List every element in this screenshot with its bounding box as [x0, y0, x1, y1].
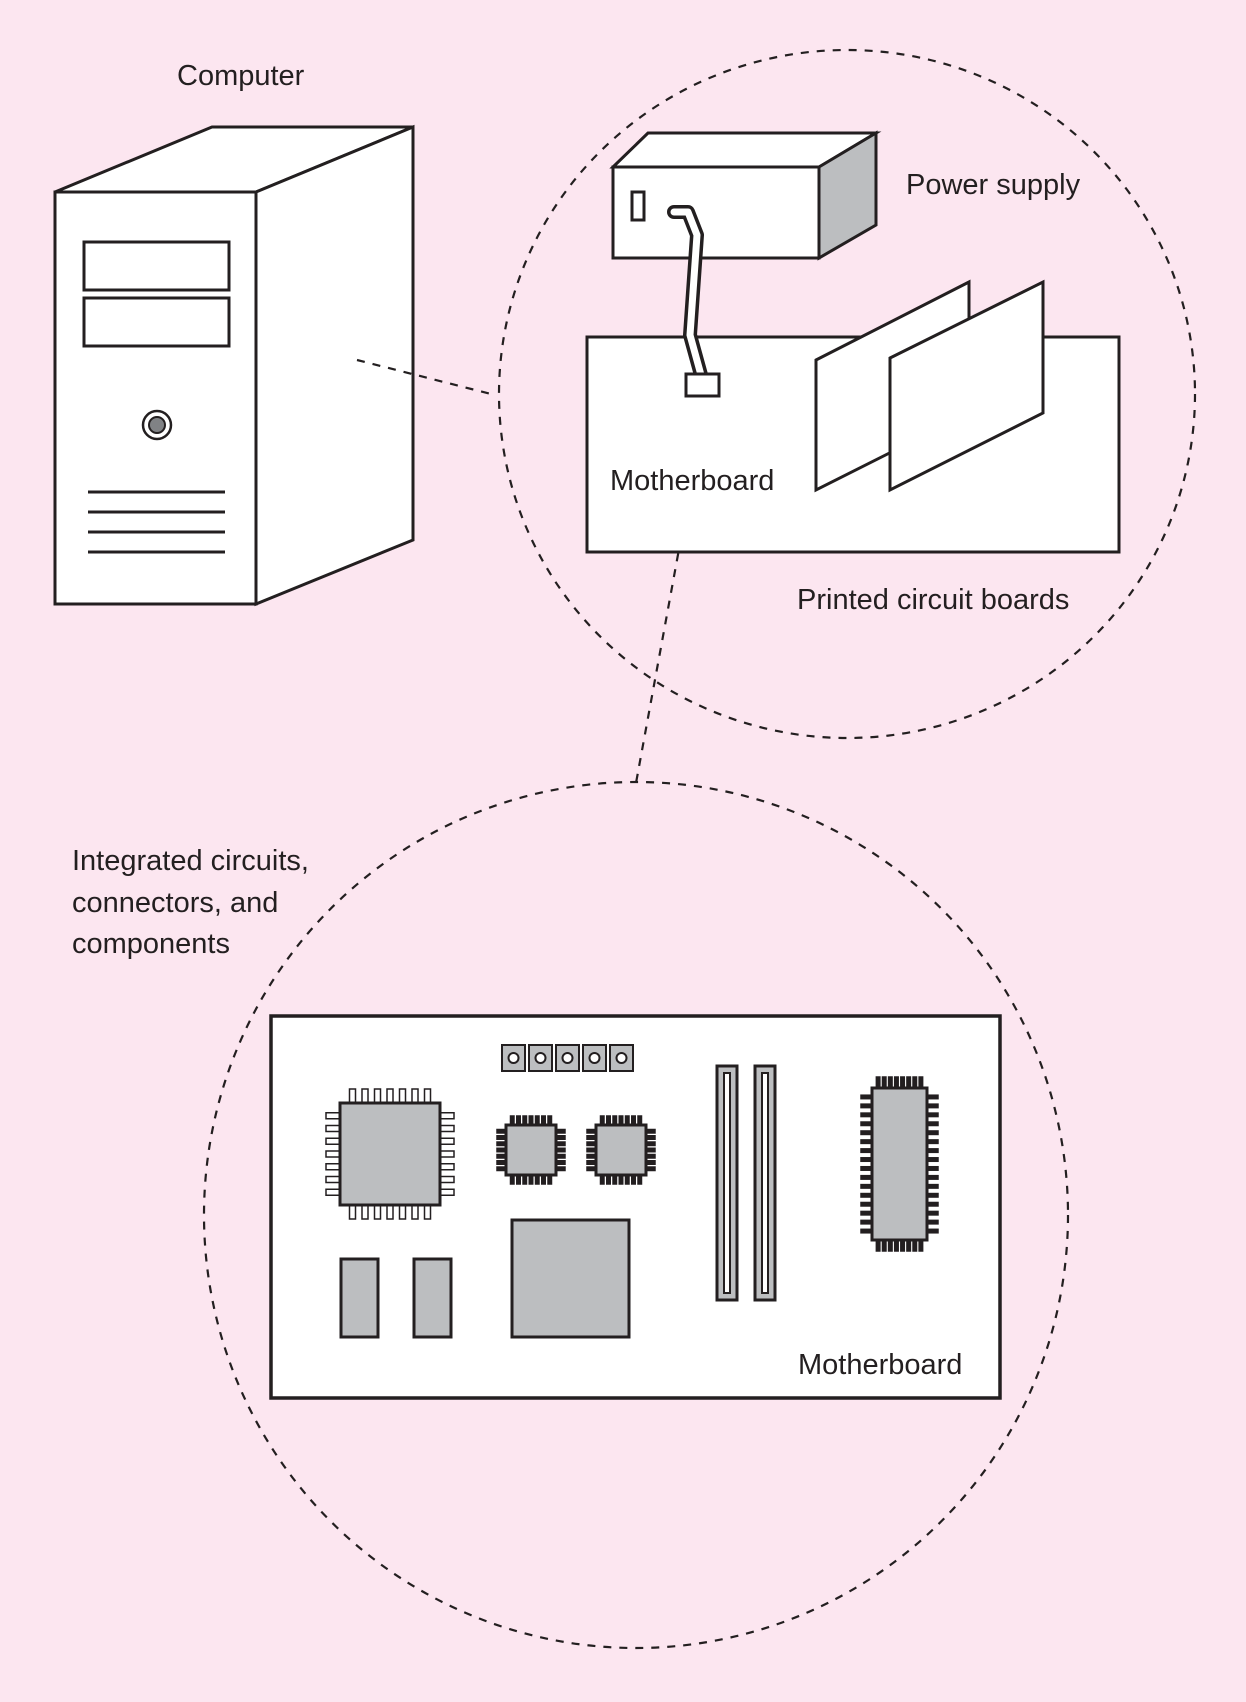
power-supply-label: Power supply — [906, 169, 1081, 201]
small-chip-2 — [586, 1115, 656, 1185]
small-chip-1 — [496, 1115, 566, 1185]
zoom-circle-upper — [497, 48, 1197, 740]
printed-circuit-boards-label: Printed circuit boards — [797, 584, 1069, 616]
component-2 — [412, 1257, 453, 1339]
large-component — [510, 1218, 631, 1339]
computer-tower — [53, 124, 415, 607]
integrated-circuits-label-line1: Integrated circuits, — [72, 845, 309, 877]
vent-lines — [88, 490, 225, 554]
leader-line-motherboard — [634, 521, 686, 784]
motherboard-label-lower: Motherboard — [798, 1349, 962, 1381]
motherboard-label-upper: Motherboard — [610, 465, 774, 497]
integrated-circuits-label-line2: connectors, and — [72, 887, 278, 919]
large-qfp-chip — [325, 1088, 455, 1220]
power-switch — [630, 190, 646, 222]
pin-header-connector — [501, 1044, 634, 1072]
tall-chip — [860, 1076, 939, 1252]
computer-label: Computer — [177, 60, 305, 92]
integrated-circuits-label-line3: components — [72, 928, 230, 960]
memory-slot-2 — [753, 1064, 777, 1302]
memory-slot-1 — [715, 1064, 739, 1302]
leader-line-computer — [356, 358, 496, 397]
cable-connector — [684, 372, 721, 398]
power-supply — [609, 130, 882, 261]
zoom-circle-lower — [202, 780, 1070, 1650]
expansion-card-2 — [888, 279, 1045, 493]
component-1 — [339, 1257, 380, 1339]
drive-bay-2 — [82, 296, 231, 348]
drive-bay-1 — [82, 240, 231, 292]
